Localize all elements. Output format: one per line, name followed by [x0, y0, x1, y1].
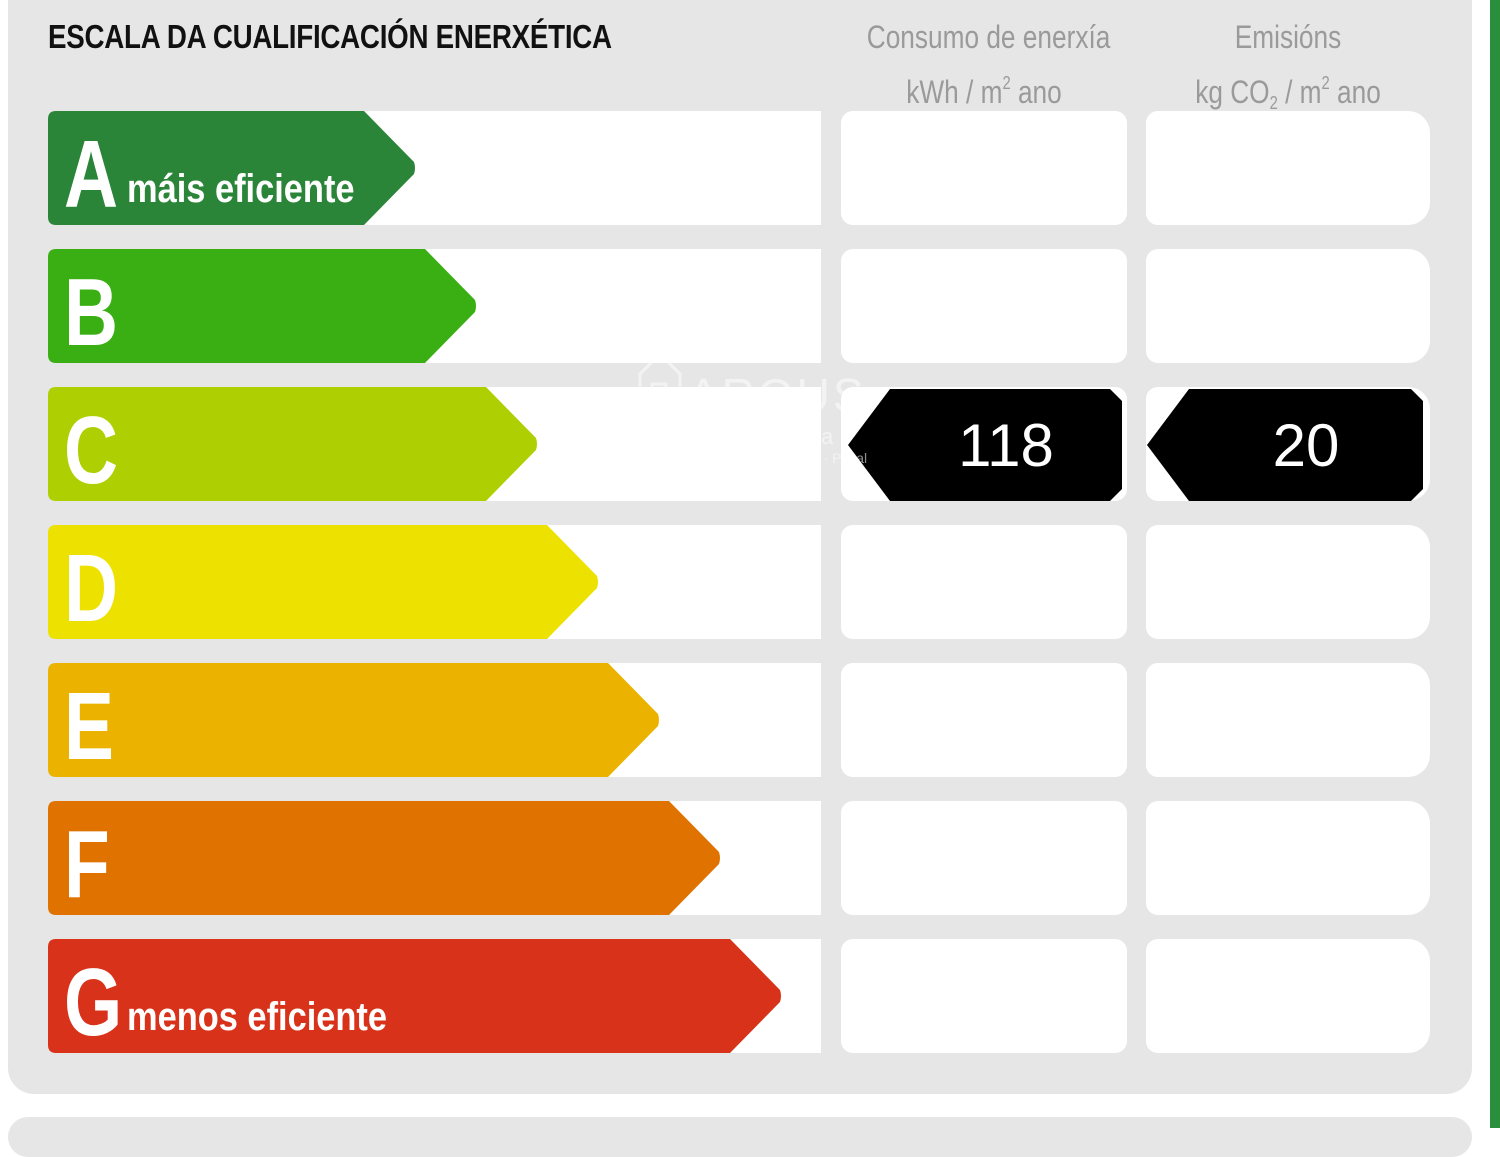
class-letter-f: F	[64, 811, 110, 918]
class-letter-b: B	[64, 259, 119, 366]
lower-card	[8, 1117, 1472, 1157]
consumption-cell-g	[841, 939, 1127, 1053]
class-arrow-e	[48, 663, 660, 777]
emissions-indicator: 20	[1147, 389, 1423, 503]
class-arrow-b	[48, 249, 477, 363]
class-letter-a: A	[64, 121, 119, 228]
class-label-g: menos eficiente	[127, 995, 388, 1039]
emissions-header-unit: kg CO2 / m2 ano	[1195, 73, 1381, 113]
emissions-cell-g	[1146, 939, 1430, 1053]
consumption-indicator-value: 118	[958, 412, 1054, 479]
class-letter-g: G	[64, 949, 123, 1056]
emissions-header-title: Emisións	[1234, 19, 1342, 55]
class-letter-c: C	[64, 397, 119, 504]
emissions-cell-b	[1146, 249, 1430, 363]
consumption-header-title: Consumo de enerxía	[866, 19, 1111, 55]
consumption-header-unit: kWh / m2 ano	[906, 73, 1062, 110]
class-arrow-a	[48, 111, 416, 225]
page-title: ESCALA DA CUALIFICACIÓN ENERXÉTICA	[48, 18, 612, 55]
class-arrow-g	[48, 939, 782, 1053]
emissions-indicator-value: 20	[1272, 412, 1340, 479]
class-label-a: máis eficiente	[127, 167, 355, 211]
class-arrow-f	[48, 801, 721, 915]
class-arrow-c	[48, 387, 538, 501]
class-letter-e: E	[64, 673, 114, 780]
class-arrow-d	[48, 525, 599, 639]
consumption-indicator: 118	[848, 389, 1122, 503]
emissions-cell-d	[1146, 525, 1430, 639]
emissions-cell-e	[1146, 663, 1430, 777]
consumption-cell-a	[841, 111, 1127, 225]
consumption-cell-d	[841, 525, 1127, 639]
emissions-cell-a	[1146, 111, 1430, 225]
consumption-column-header: Consumo de enerxía kWh / m2 ano	[841, 14, 1127, 115]
consumption-cell-b	[841, 249, 1127, 363]
green-edge	[1490, 0, 1500, 1128]
emissions-column-header: Emisións kg CO2 / m2 ano	[1146, 14, 1430, 126]
consumption-cell-e	[841, 663, 1127, 777]
class-letter-d: D	[64, 535, 119, 642]
consumption-cell-f	[841, 801, 1127, 915]
emissions-cell-f	[1146, 801, 1430, 915]
